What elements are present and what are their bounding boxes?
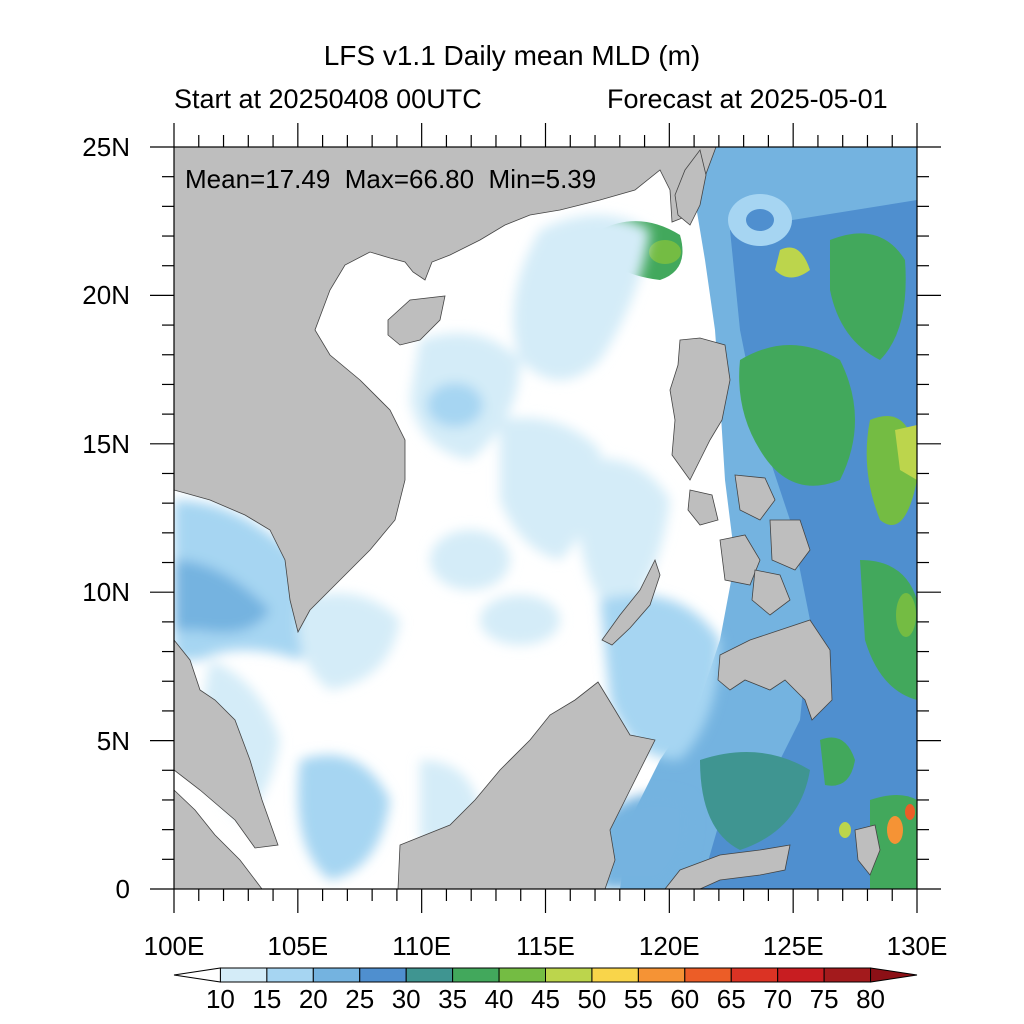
lat-tick-label: 15N bbox=[82, 429, 130, 459]
start-time-label: Start at 20250408 00UTC bbox=[174, 84, 482, 114]
lon-tick-label: 130E bbox=[887, 931, 948, 961]
lon-tick-label: 110E bbox=[392, 931, 451, 961]
map-title: LFS v1.1 Daily mean MLD (m) bbox=[323, 40, 701, 71]
stats-label: Mean=17.49 Max=66.80 Min=5.39 bbox=[185, 164, 596, 194]
colorbar-label: 80 bbox=[856, 984, 885, 1014]
colorbar-swatch bbox=[545, 967, 593, 983]
colorbar-label: 55 bbox=[624, 984, 653, 1014]
colorbar bbox=[173, 967, 918, 983]
colorbar-label: 15 bbox=[252, 984, 281, 1014]
forecast-time-label: Forecast at 2025-05-01 bbox=[607, 84, 888, 114]
lon-tick-label: 120E bbox=[639, 931, 700, 961]
colorbar-label: 65 bbox=[717, 984, 746, 1014]
lat-tick-label: 5N bbox=[97, 726, 130, 756]
lat-tick-label: 25N bbox=[82, 132, 130, 162]
colorbar-swatch bbox=[359, 967, 407, 983]
lat-tick-label: 0 bbox=[116, 874, 130, 904]
colorbar-label: 30 bbox=[392, 984, 421, 1014]
colorbar-swatch bbox=[452, 967, 500, 983]
colorbar-label: 70 bbox=[763, 984, 792, 1014]
lon-tick-label: 115E bbox=[516, 931, 575, 961]
axis-ticks bbox=[150, 123, 941, 913]
colorbar-swatch bbox=[266, 967, 314, 983]
colorbar-swatch bbox=[730, 967, 779, 983]
colorbar-swatch bbox=[173, 967, 221, 983]
colorbar-swatch bbox=[684, 967, 732, 983]
colorbar-label: 75 bbox=[810, 984, 839, 1014]
colorbar-swatch bbox=[312, 967, 361, 983]
lat-tick-label: 20N bbox=[82, 280, 130, 310]
colorbar-swatch bbox=[591, 967, 639, 983]
colorbar-swatch bbox=[870, 967, 918, 983]
colorbar-swatch bbox=[219, 967, 268, 983]
colorbar-label: 45 bbox=[531, 984, 560, 1014]
colorbar-label: 60 bbox=[670, 984, 699, 1014]
colorbar-swatch bbox=[498, 967, 546, 983]
axis-labels: 100E 105E 110E 115E 120E 125E 130E 0 5N … bbox=[82, 132, 947, 961]
colorbar-labels: 10 15 20 25 30 35 40 45 50 55 60 65 70 75 80 bbox=[206, 984, 885, 1014]
colorbar-label: 50 bbox=[577, 984, 606, 1014]
colorbar-swatch bbox=[405, 967, 454, 983]
colorbar-label: 35 bbox=[438, 984, 467, 1014]
colorbar-swatch bbox=[637, 967, 686, 983]
colorbar-label: 20 bbox=[299, 984, 328, 1014]
colorbar-label: 25 bbox=[345, 984, 374, 1014]
lon-tick-label: 125E bbox=[763, 931, 824, 961]
map-area bbox=[174, 147, 917, 889]
colorbar-label: 10 bbox=[206, 984, 235, 1014]
land bbox=[174, 147, 881, 889]
lat-tick-label: 10N bbox=[82, 577, 130, 607]
colorbar-swatch bbox=[823, 967, 872, 983]
colorbar-swatch bbox=[777, 967, 825, 983]
colorbar-label: 40 bbox=[485, 984, 514, 1014]
lon-tick-label: 105E bbox=[267, 931, 328, 961]
lon-tick-label: 100E bbox=[144, 931, 205, 961]
